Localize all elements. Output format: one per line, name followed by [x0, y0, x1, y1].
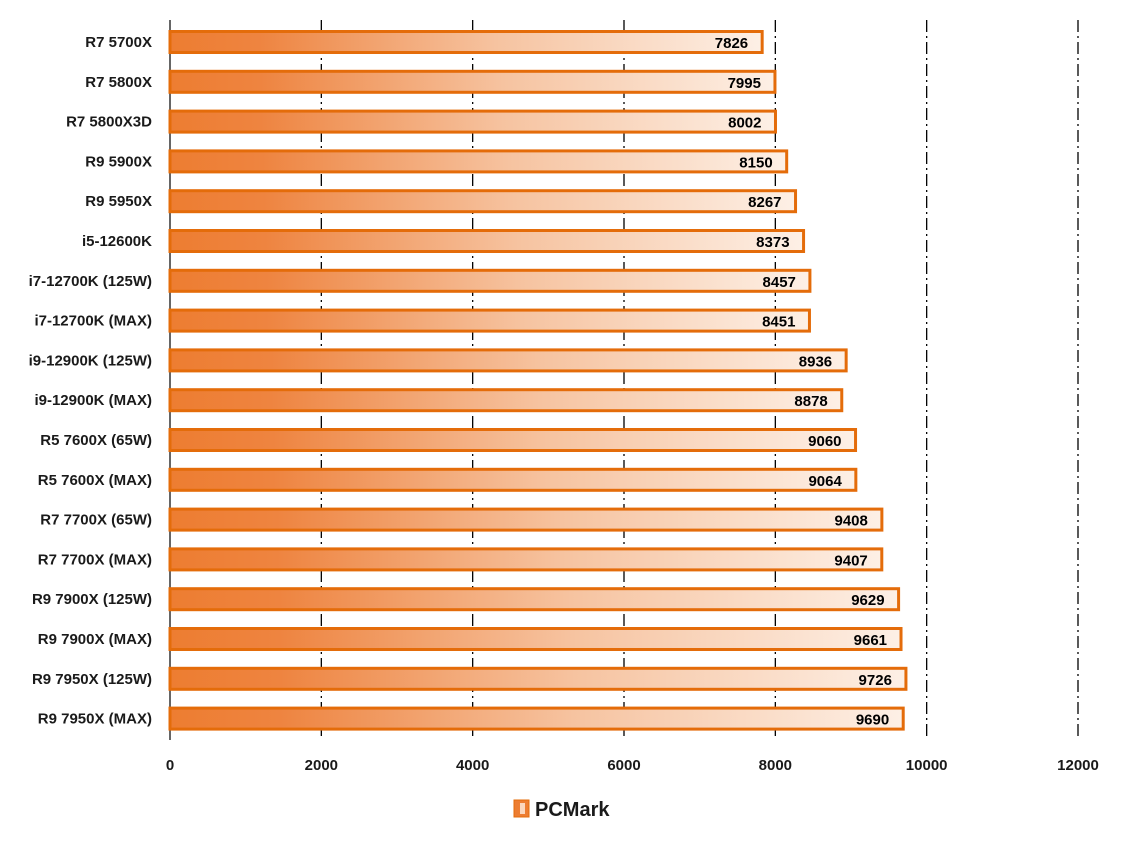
bar	[168, 388, 844, 413]
legend-swatch-highlight	[520, 803, 525, 814]
data-label: 9407	[834, 552, 867, 569]
x-tick-label: 0	[166, 757, 174, 774]
category-label: i5-12600K	[82, 233, 152, 250]
data-label: 9408	[834, 513, 867, 530]
x-tick-label: 8000	[759, 757, 792, 774]
x-tick-label: 4000	[456, 757, 489, 774]
data-label: 7826	[715, 35, 748, 52]
category-label: i7-12700K (125W)	[29, 273, 152, 290]
data-label: 8373	[756, 234, 789, 251]
category-label: R5 7600X (65W)	[40, 432, 152, 449]
data-label: 8878	[794, 393, 827, 410]
category-label: R9 7900X (MAX)	[38, 631, 152, 648]
bar	[168, 229, 806, 253]
bar	[168, 348, 848, 373]
data-label: 8457	[763, 274, 796, 291]
bar	[168, 507, 884, 532]
bar	[168, 268, 812, 293]
x-tick-label: 12000	[1057, 757, 1099, 774]
bar	[168, 189, 798, 214]
data-label: 9060	[808, 433, 841, 450]
category-label: i9-12900K (MAX)	[34, 392, 152, 409]
bar	[168, 308, 811, 333]
category-label: R7 5700X	[85, 34, 152, 51]
category-label: R9 7950X (125W)	[32, 671, 152, 688]
category-label: R9 5950X	[85, 193, 152, 210]
legend: PCMark	[513, 799, 610, 821]
data-label: 8267	[748, 194, 781, 211]
bar	[168, 706, 905, 731]
data-label: 9064	[808, 473, 842, 490]
data-label: 8002	[728, 115, 761, 132]
bar	[168, 30, 764, 54]
data-label: 9661	[854, 632, 887, 649]
x-axis-tick-labels: 0 2000 4000 6000 8000 10000 12000	[166, 757, 1099, 774]
category-label: i9-12900K (125W)	[29, 352, 152, 369]
x-tick-label: 2000	[305, 757, 338, 774]
bar	[168, 627, 903, 651]
category-label: R7 7700X (MAX)	[38, 551, 152, 568]
category-label: R9 5900X	[85, 153, 152, 170]
data-label: 9629	[851, 592, 884, 609]
data-label: 8150	[739, 154, 772, 171]
category-label: R9 7900X (125W)	[32, 591, 152, 608]
x-tick-label: 6000	[607, 757, 640, 774]
category-label: R7 5800X	[85, 74, 152, 91]
bars: 7826 7995 8002 8150 8267 8373 8457 8451 8936 8878…	[168, 30, 908, 731]
bar	[168, 587, 901, 612]
bar	[168, 69, 777, 94]
category-labels: R7 5700X R7 5800X R7 5800X3D R9 5900X R9 595…	[29, 34, 153, 728]
bar	[168, 109, 777, 134]
bar	[168, 547, 884, 572]
legend-label: PCMark	[535, 799, 610, 821]
grid-lines	[169, 20, 1079, 740]
data-label: 8936	[799, 353, 832, 370]
bar	[168, 428, 858, 452]
bar	[168, 149, 789, 174]
category-label: R7 7700X (65W)	[40, 512, 152, 529]
bar	[168, 666, 908, 691]
x-tick-label: 10000	[906, 757, 948, 774]
data-label: 7995	[728, 75, 761, 92]
category-label: R7 5800X3D	[66, 114, 152, 131]
bar	[168, 467, 858, 492]
data-label: 8451	[762, 314, 795, 331]
category-label: R9 7950X (MAX)	[38, 711, 152, 728]
category-label: i7-12700K (MAX)	[34, 313, 152, 330]
data-label: 9690	[856, 712, 889, 729]
data-label: 9726	[859, 672, 892, 689]
category-label: R5 7600X (MAX)	[38, 472, 152, 489]
